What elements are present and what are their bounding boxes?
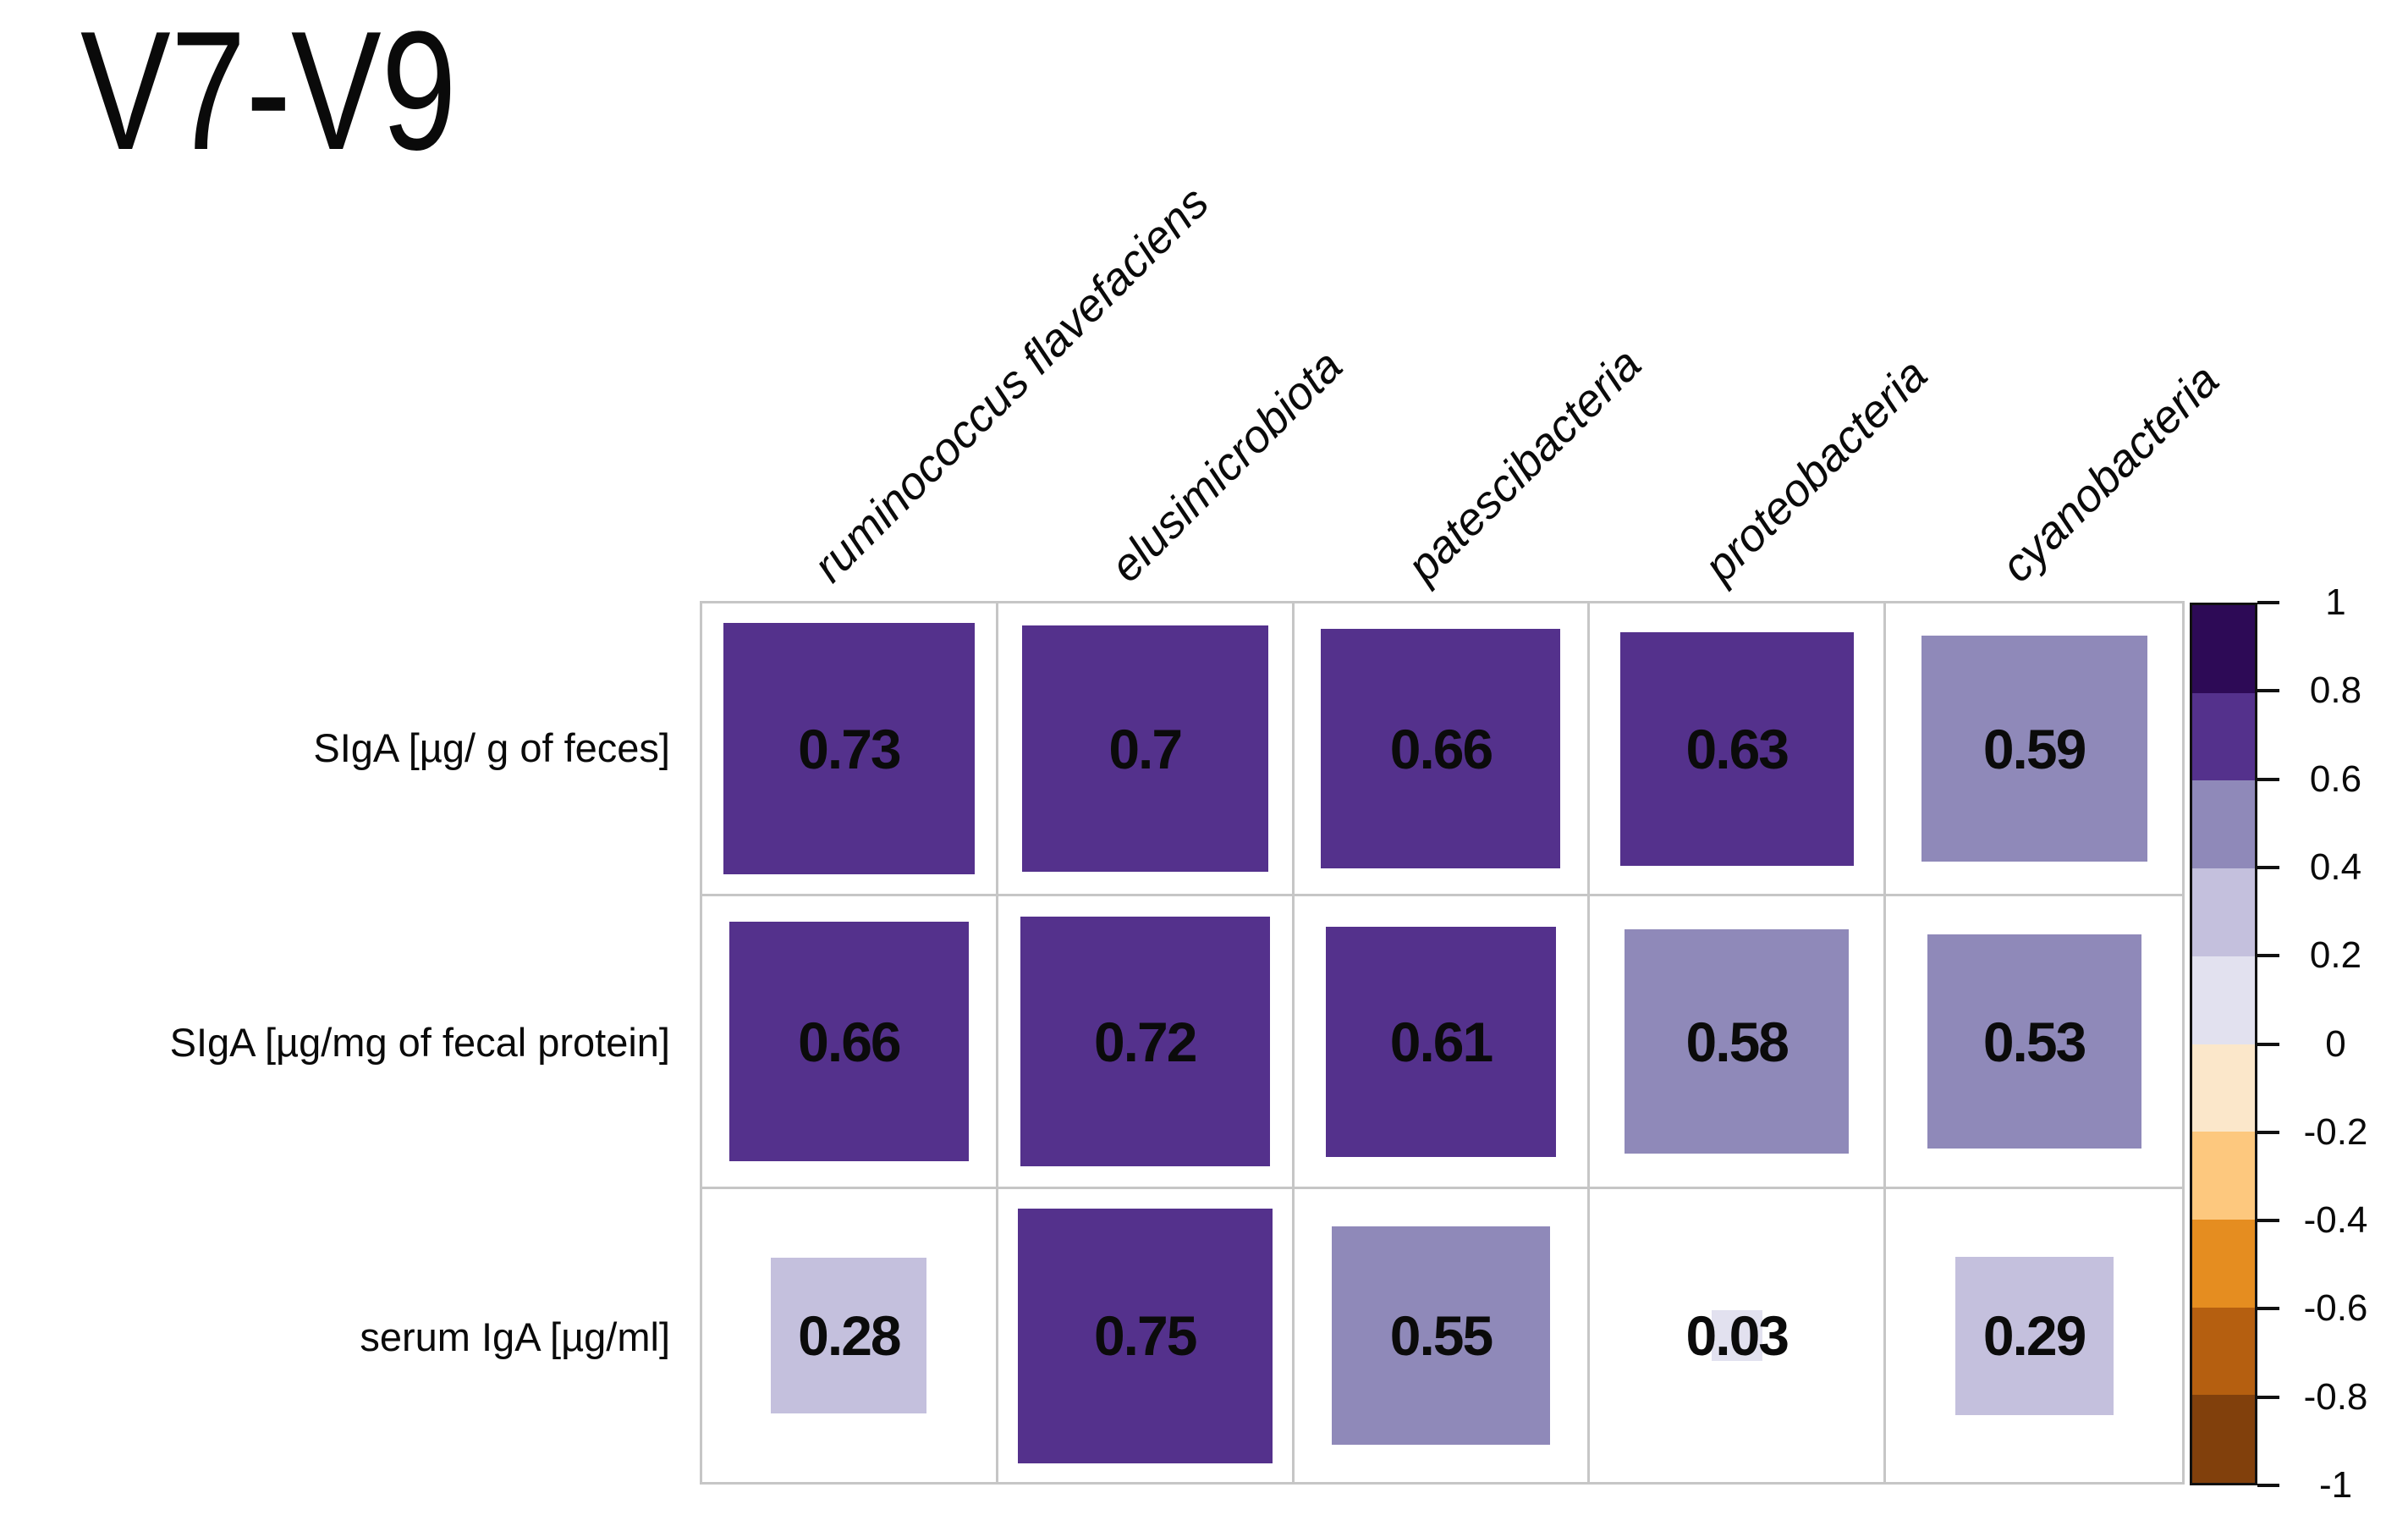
correlation-matrix: 0.73 0.7 0.66 0.63 0.59 0.66 0.72 0.61 0.58 0.53 0… bbox=[700, 601, 2185, 1485]
corr-coefficient: 0.63 bbox=[1685, 717, 1790, 780]
corr-cell: 0.7 bbox=[998, 603, 1295, 896]
colorbar-tick bbox=[2257, 778, 2279, 781]
corr-coefficient: 0.7 bbox=[1108, 717, 1183, 780]
colorbar-tick-label: -0.6 bbox=[2303, 1287, 2368, 1329]
corr-coefficient: 0.72 bbox=[1093, 1010, 1197, 1073]
corr-square bbox=[1711, 1310, 1762, 1361]
corr-square bbox=[1321, 629, 1561, 868]
row-label: serum IgA [µg/ml] bbox=[360, 1314, 670, 1359]
corr-coefficient: 0.58 bbox=[1685, 1010, 1790, 1073]
corr-square bbox=[728, 922, 969, 1161]
corr-coefficient: 0.03 bbox=[1685, 1304, 1790, 1367]
corr-square bbox=[771, 1258, 927, 1413]
corr-cell: 0.66 bbox=[1294, 603, 1591, 896]
corr-coefficient: 0.59 bbox=[1982, 717, 2086, 780]
colorbar-tick bbox=[2257, 1484, 2279, 1487]
corr-coefficient: 0.28 bbox=[798, 1304, 901, 1367]
colorbar-tick bbox=[2257, 1131, 2279, 1134]
corr-square bbox=[1017, 1208, 1273, 1463]
corr-coefficient: 0.66 bbox=[1389, 717, 1493, 780]
colorbar-segment bbox=[2192, 1307, 2255, 1396]
colorbar-tick bbox=[2257, 1396, 2279, 1399]
corr-square bbox=[1331, 1226, 1550, 1445]
corr-cell: 0.53 bbox=[1886, 896, 2182, 1189]
colorbar-tick bbox=[2257, 1307, 2279, 1310]
column-label: elusimicrobiota bbox=[1100, 340, 1352, 592]
column-label: proteobacteria bbox=[1694, 349, 1938, 592]
corr-cell: 0.59 bbox=[1886, 603, 2182, 896]
corr-square bbox=[1021, 625, 1268, 872]
corr-coefficient: 0.73 bbox=[798, 717, 901, 780]
colorbar-tick-label: 0.2 bbox=[2309, 934, 2362, 976]
column-label: cyanobacteria bbox=[1991, 355, 2229, 592]
corr-cell: 0.03 bbox=[1590, 1189, 1887, 1482]
corr-square bbox=[1020, 917, 1270, 1166]
corr-cell: 0.73 bbox=[702, 603, 998, 896]
corr-cell: 0.72 bbox=[998, 896, 1295, 1189]
corr-square bbox=[1325, 926, 1556, 1157]
colorbar-segment bbox=[2192, 605, 2255, 693]
corr-cell: 0.58 bbox=[1590, 896, 1887, 1189]
colorbar-tick-label: 0.6 bbox=[2309, 758, 2362, 800]
corr-coefficient: 0.66 bbox=[798, 1010, 901, 1073]
colorbar-tick bbox=[2257, 601, 2279, 604]
colorbar-tick-label: 0 bbox=[2325, 1023, 2346, 1065]
corr-square bbox=[1619, 631, 1854, 866]
corr-coefficient: 0.61 bbox=[1389, 1010, 1493, 1073]
corr-cell: 0.66 bbox=[702, 896, 998, 1189]
corr-square bbox=[1921, 636, 2147, 862]
corr-coefficient: 0.53 bbox=[1982, 1010, 2086, 1073]
column-label: patescibacteria bbox=[1397, 339, 1652, 592]
colorbar-segment bbox=[2192, 1044, 2255, 1132]
corr-cell: 0.55 bbox=[1295, 1189, 1591, 1482]
colorbar-segment bbox=[2192, 1219, 2255, 1308]
colorbar-tick-label: 0.8 bbox=[2309, 669, 2362, 711]
corr-square bbox=[1625, 929, 1850, 1154]
corr-cell: 0.63 bbox=[1590, 603, 1887, 896]
corr-cell: 0.28 bbox=[702, 1189, 998, 1482]
colorbar-segment bbox=[2192, 780, 2255, 869]
colorbar-tick-label: 1 bbox=[2325, 581, 2346, 623]
colorbar-tick-label: -0.2 bbox=[2303, 1111, 2368, 1153]
colorbar-tick-label: -0.8 bbox=[2303, 1376, 2368, 1418]
colorbar-segment bbox=[2192, 692, 2255, 781]
corr-coefficient: 0.75 bbox=[1093, 1304, 1197, 1367]
colorbar-tick bbox=[2257, 689, 2279, 692]
colorbar-segment bbox=[2192, 1132, 2255, 1220]
colorbar-segment bbox=[2192, 868, 2255, 956]
colorbar-tick-label: 0.4 bbox=[2309, 846, 2362, 888]
corr-cell: 0.75 bbox=[998, 1189, 1295, 1482]
colorbar-tick bbox=[2257, 1043, 2279, 1046]
colorbar-tick bbox=[2257, 866, 2279, 869]
row-label: SIgA [µg/mg of fecal protein] bbox=[169, 1020, 670, 1065]
colorbar-tick bbox=[2257, 954, 2279, 957]
colorbar-tick-label: -1 bbox=[2318, 1464, 2353, 1506]
figure-title: V7-V9 bbox=[80, 0, 457, 185]
corr-square bbox=[723, 623, 975, 874]
colorbar-tick bbox=[2257, 1219, 2279, 1222]
corr-coefficient: 0.55 bbox=[1389, 1304, 1493, 1367]
colorbar-segment bbox=[2192, 956, 2255, 1044]
row-label: SIgA [µg/ g of feces] bbox=[313, 725, 670, 770]
corr-cell: 0.29 bbox=[1886, 1189, 2182, 1482]
corr-coefficient: 0.29 bbox=[1982, 1304, 2086, 1367]
colorbar bbox=[2190, 603, 2257, 1485]
corr-square bbox=[1954, 1256, 2114, 1415]
corr-square bbox=[1927, 934, 2141, 1149]
colorbar-segment bbox=[2192, 1395, 2255, 1484]
colorbar-tick-label: -0.4 bbox=[2303, 1199, 2368, 1241]
corr-cell: 0.61 bbox=[1294, 896, 1591, 1189]
